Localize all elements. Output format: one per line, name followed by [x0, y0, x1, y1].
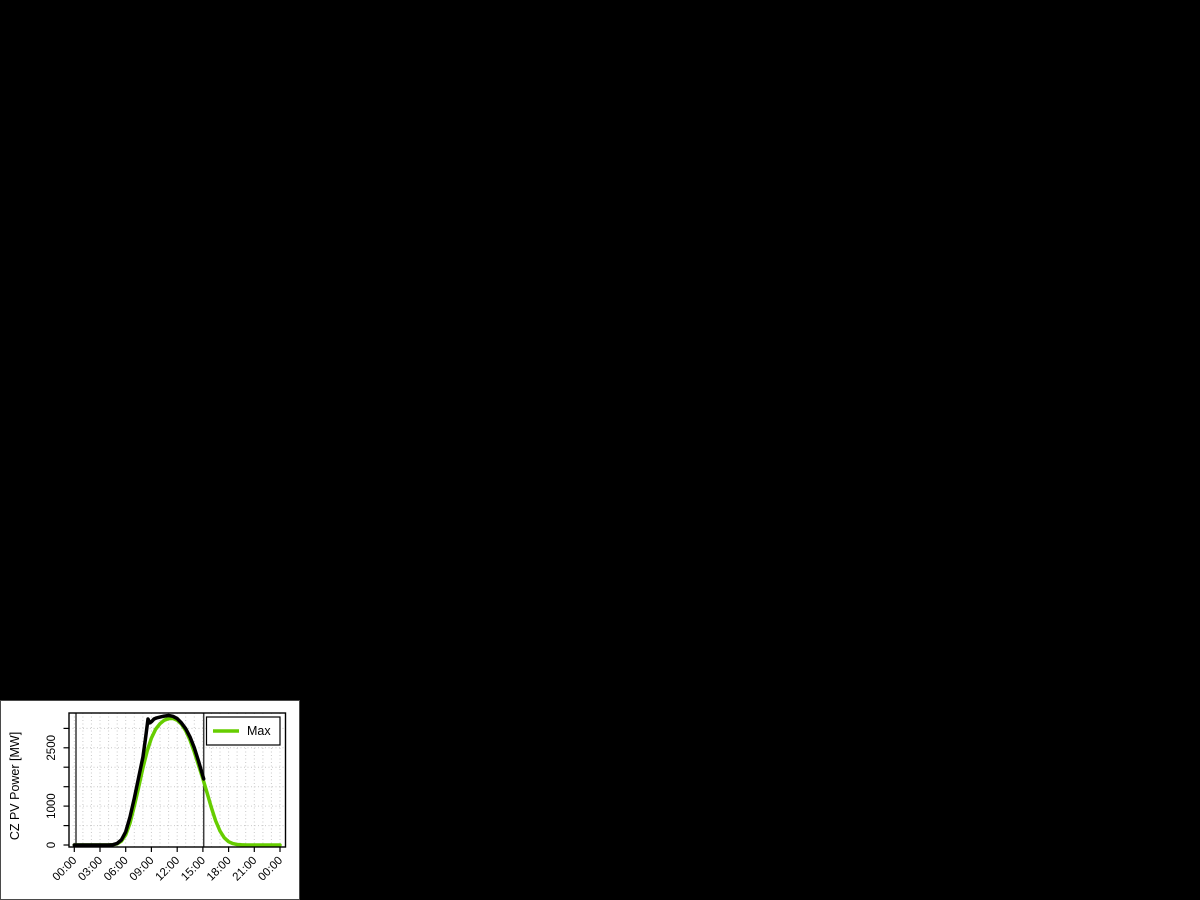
y-tick-label: 0	[46, 842, 58, 848]
pv-power-chart-panel: 00:00 03:00 06:00 09:00 12:00 15:00 18:00 21:00…	[0, 700, 300, 900]
x-tick-label: 15:00	[179, 855, 208, 884]
x-tick-label: 09:00	[128, 855, 157, 884]
x-tick-label: 03:00	[76, 855, 105, 884]
y-axis-title: CZ PV Power [MW]	[8, 732, 22, 840]
series-line-measured	[72, 713, 206, 847]
x-tick-label: 00:00	[256, 855, 285, 884]
x-tick-label: 00:00	[51, 855, 80, 884]
y-tick-label: 2500	[46, 735, 58, 761]
x-tick-label: 18:00	[205, 855, 234, 884]
x-tick-label: 06:00	[102, 855, 131, 884]
x-tick-label: 12:00	[153, 855, 182, 884]
y-tick-label: 1000	[46, 793, 58, 819]
legend-label: Max	[247, 724, 271, 738]
x-tick-label: 21:00	[231, 855, 260, 884]
pv-chart-svg: 00:0003:0006:0009:0012:0015:0018:0021:00…	[8, 712, 287, 884]
